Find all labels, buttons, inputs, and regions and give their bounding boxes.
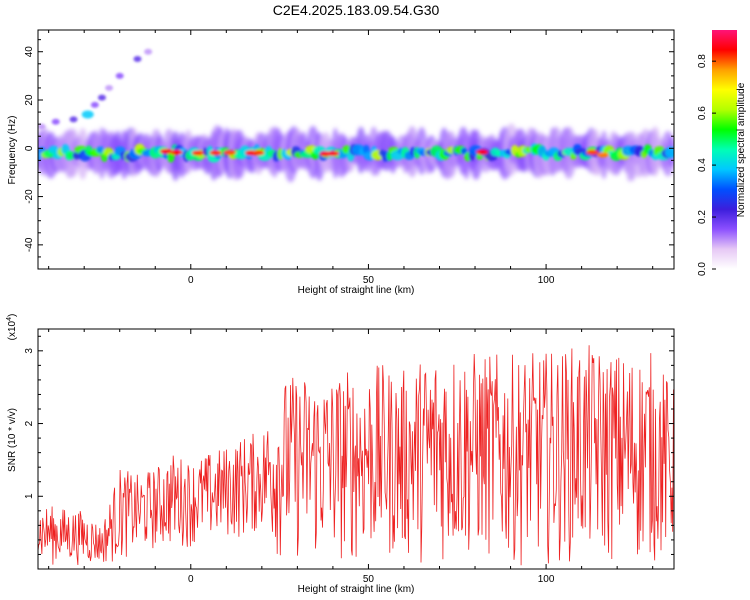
snr-y-tick-label: 1 <box>24 493 35 499</box>
colorbar: 0.0 0.2 0.4 0.6 0.8 Normalized spectral ampl… <box>697 30 747 276</box>
colorbar-label: Normalized spectral amplitude <box>736 82 747 217</box>
spectrogram-streak-blob <box>97 94 106 101</box>
spectrogram-marks <box>38 48 674 183</box>
spectrogram-peak-spot <box>191 150 204 156</box>
spectrogram-band-blob <box>48 145 59 154</box>
spectrogram-y-tick-label: 40 <box>24 46 35 58</box>
spectrogram-streak-blob <box>51 118 60 125</box>
colorbar-tick-label: 0.8 <box>697 54 708 68</box>
spectrogram-core-layer <box>38 143 674 163</box>
spectrogram-streak-blob <box>38 123 46 130</box>
spectrogram-streak-blob <box>105 84 114 91</box>
snr-scale-exponent: 4 <box>6 317 13 321</box>
snr-series-line <box>38 345 674 566</box>
spectrogram-x-tick-label: 0 <box>188 275 194 286</box>
colorbar-tick-label: 0.6 <box>697 106 708 120</box>
spectrogram-peak-spot <box>170 149 183 155</box>
snr-panel: 0 50 100 1 2 3 Height of straight line (km) S… <box>6 314 675 595</box>
figure-title: C2E4.2025.183.09.54.G30 <box>273 2 440 18</box>
spectrogram-y-tick-label: 20 <box>24 94 35 106</box>
spectrogram-x-tick-label: 100 <box>538 275 555 286</box>
snr-x-tick-label: 50 <box>363 574 375 585</box>
snr-scale-close: ) <box>7 314 18 317</box>
spectrogram-y-tick-label: -20 <box>24 189 35 204</box>
spectrogram-panel: 0 50 100 -40 -20 0 20 40 Height of straight lin… <box>7 29 675 296</box>
spectrogram-x-axis-label: Height of straight line (km) <box>298 285 415 296</box>
snr-marks <box>38 345 674 566</box>
spectrogram-streak-blob <box>90 101 99 108</box>
spectrogram-streak-blob <box>115 72 124 79</box>
colorbar-tick-label: 0.4 <box>697 158 708 172</box>
spectrogram-peak-spot <box>223 150 236 156</box>
spectrogram-band-blob <box>38 150 42 162</box>
snr-scale-note: (x104) <box>6 314 18 341</box>
spectrogram-band-blob <box>460 147 468 155</box>
spectrogram-frame <box>37 29 675 270</box>
snr-frame <box>37 328 675 570</box>
spectrogram-y-tick-label: -40 <box>24 237 35 252</box>
snr-x-axis-label: Height of straight line (km) <box>298 584 415 595</box>
spectrogram-peak-spot <box>596 152 609 158</box>
snr-scale-base: (x10 <box>7 320 18 340</box>
spectrogram-peak-spot <box>252 150 265 156</box>
spectrogram-peak-spot <box>209 150 222 156</box>
spectrogram-ticks: 0 50 100 -40 -20 0 20 40 <box>24 30 674 286</box>
snr-y-tick-label: 3 <box>24 348 35 354</box>
snr-y-axis-label: SNR (10 * v/v) <box>7 408 18 472</box>
spectrogram-streak-blob <box>144 48 153 55</box>
snr-x-tick-label: 0 <box>188 574 194 585</box>
spectrogram-peak-spot <box>586 149 599 155</box>
colorbar-ticks: 0.0 0.2 0.4 0.6 0.8 <box>697 54 716 276</box>
spectrogram-band-blob <box>96 146 105 154</box>
spectrogram-streak-blob <box>81 110 94 119</box>
colorbar-tick-label: 0.0 <box>697 262 708 276</box>
colorbar-tick-label: 0.2 <box>697 210 708 224</box>
spectrogram-y-tick-label: 0 <box>24 145 35 151</box>
spectrogram-peak-spot <box>159 148 172 154</box>
spectrogram-streak-blob <box>133 55 142 62</box>
spectrogram-streak-blob <box>69 116 78 123</box>
spectrogram-peak-spot <box>476 149 489 155</box>
spectrogram-peak-spot <box>326 151 339 157</box>
colorbar-gradient <box>712 30 737 269</box>
spectrogram-band-blob <box>664 146 674 159</box>
spectrogram-x-tick-label: 50 <box>363 275 375 286</box>
spectrogram-streak-layer <box>38 48 153 130</box>
snr-y-tick-label: 2 <box>24 420 35 426</box>
snr-x-tick-label: 100 <box>538 574 555 585</box>
spectrogram-y-axis-label: Frequency (Hz) <box>7 116 18 185</box>
